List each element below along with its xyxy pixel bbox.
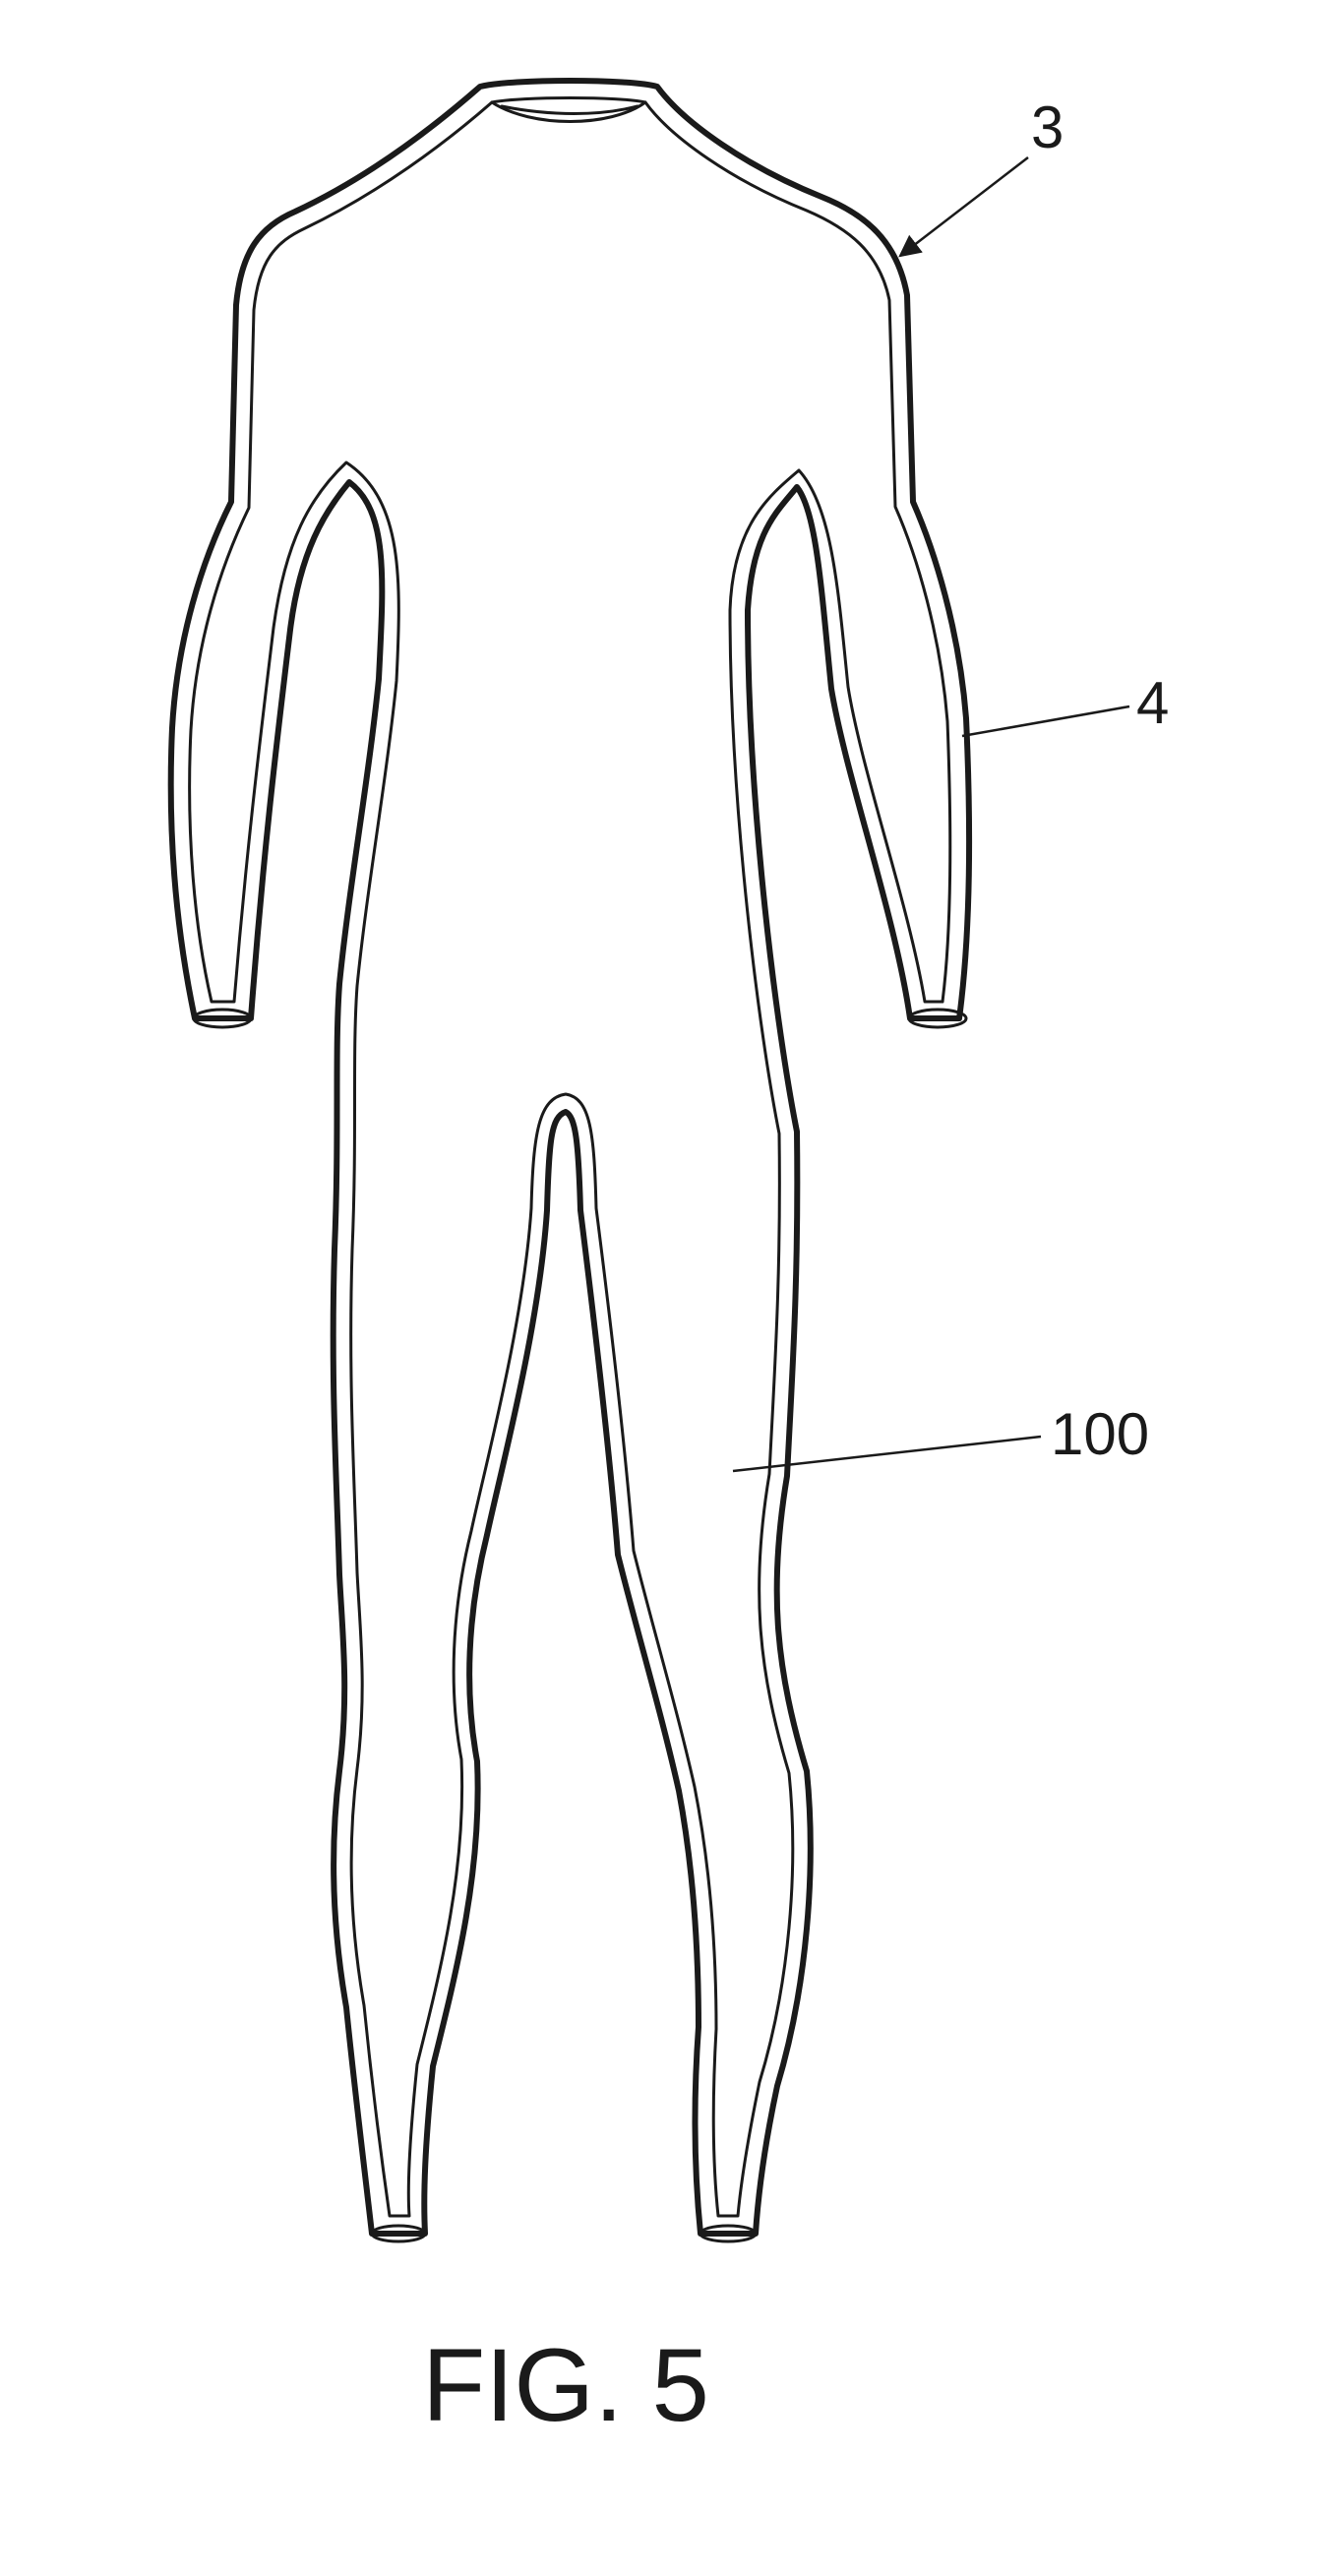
- reference-3-arrow: [900, 157, 1028, 256]
- collar-back-edge: [502, 106, 638, 114]
- reference-3-callout: 3: [900, 94, 1064, 256]
- collar-opening: [492, 102, 645, 122]
- suit-outer-outline: [171, 81, 969, 2234]
- collar-inner-edge: [492, 102, 645, 122]
- reference-100-leader: [733, 1437, 1041, 1471]
- reference-100-label: 100: [1051, 1401, 1149, 1467]
- figure-caption: FIG. 5: [422, 2328, 709, 2443]
- suit-inner-lining-line: [190, 98, 950, 2217]
- bodysuit-outline: [171, 81, 969, 2234]
- reference-4-label: 4: [1136, 670, 1169, 736]
- bodysuit-inner-lining: [190, 98, 950, 2217]
- reference-4-callout: 4: [962, 670, 1169, 736]
- reference-4-leader: [962, 706, 1129, 736]
- reference-100-callout: 100: [733, 1401, 1149, 1471]
- reference-3-label: 3: [1031, 94, 1064, 160]
